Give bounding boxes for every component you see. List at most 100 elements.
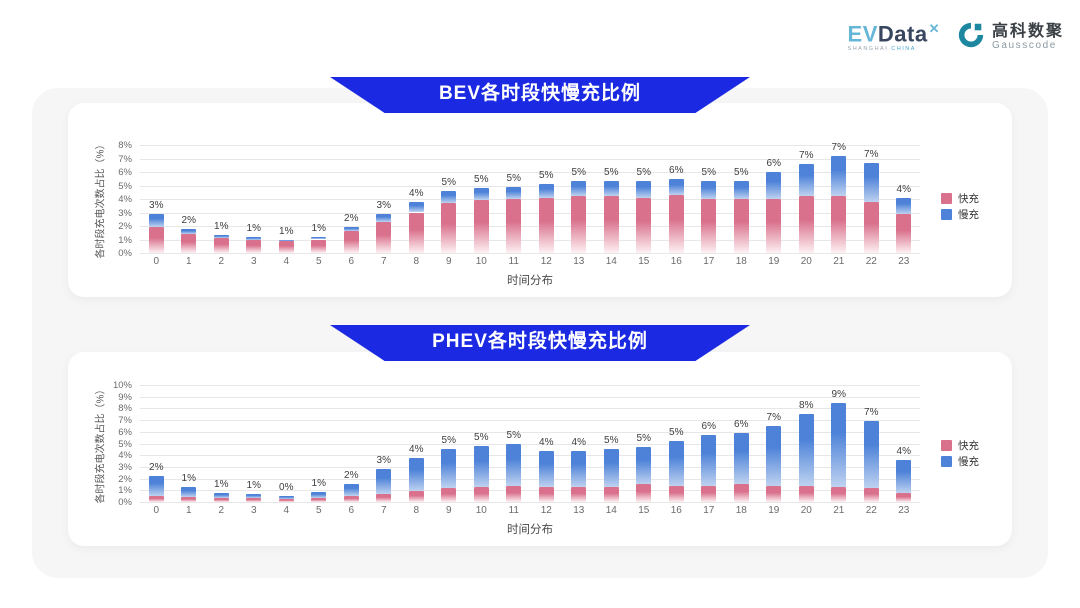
- y-axis-tick-label: 6%: [118, 426, 132, 438]
- phev-chart-card: 0% 1% 2% 3% 4% 5% 6% 7% 8% 9% 10% 各时段充电次数占比（%） 2% 0 1%…: [68, 352, 1012, 546]
- gridline: [140, 431, 920, 433]
- bar-segment-fast: [376, 493, 392, 502]
- y-axis-tick-label: 8%: [118, 403, 132, 415]
- x-axis-tick-label: 21: [833, 505, 845, 516]
- gridline: [140, 443, 920, 445]
- bar-segment-slow: [311, 236, 327, 240]
- y-axis-tick-label: 7%: [118, 153, 132, 165]
- bar-total-label: 2%: [344, 470, 359, 482]
- y-axis-tick-label: 2%: [118, 221, 132, 232]
- bar-total-label: 1%: [279, 225, 294, 237]
- phev-chart-title-banner: PHEV各时段快慢充比例: [330, 325, 750, 361]
- gridline: [140, 145, 920, 146]
- bar-segment-slow: [538, 184, 554, 198]
- bar-total-label: 1%: [311, 222, 326, 234]
- bar-segment-slow: [408, 457, 424, 492]
- y-axis-title: 各时段充电次数占比（%）: [95, 139, 107, 259]
- bar-segment-slow: [181, 487, 197, 498]
- bar-segment-slow: [896, 197, 912, 214]
- bar-total-label: 0%: [279, 482, 294, 494]
- x-axis-tick-label: 17: [703, 256, 715, 267]
- bar-total-label: 3%: [149, 199, 164, 211]
- bar-total-label: 5%: [701, 167, 716, 179]
- x-axis-tick-label: 3: [250, 505, 257, 516]
- gridline: [140, 455, 920, 457]
- bar-segment-slow: [246, 237, 262, 241]
- bar-segment-fast: [181, 234, 197, 253]
- y-axis-tick-label: 4%: [118, 450, 132, 462]
- bar-segment-fast: [603, 196, 619, 253]
- bar-segment-slow: [668, 178, 684, 195]
- x-axis-title: 时间分布: [507, 524, 553, 536]
- legend-swatch: [941, 456, 952, 467]
- bar-segment-fast: [603, 486, 619, 502]
- gridline: [140, 253, 920, 254]
- bar-total-label: 5%: [571, 167, 586, 179]
- bar-segment-slow: [408, 201, 424, 213]
- bar-total-label: 6%: [734, 418, 749, 430]
- gridline: [140, 199, 920, 200]
- x-axis-tick-label: 0: [153, 505, 160, 516]
- bar-segment-slow: [538, 450, 554, 487]
- x-axis-tick-label: 2: [218, 505, 225, 516]
- x-axis-tick-label: 15: [638, 256, 650, 267]
- bar-segment-slow: [831, 155, 847, 197]
- bar-segment-fast: [798, 196, 814, 253]
- bar-segment-fast: [148, 496, 164, 502]
- y-axis-tick-label: 1%: [118, 234, 132, 246]
- y-axis-tick-label: 7%: [118, 415, 132, 427]
- bar-total-label: 9%: [831, 388, 846, 400]
- bar-total-label: 2%: [344, 212, 359, 224]
- gridline: [140, 212, 920, 214]
- bar-total-label: 5%: [636, 167, 651, 179]
- x-axis-tick-label: 1: [185, 505, 192, 516]
- legend-swatch: [941, 440, 952, 451]
- bar-segment-slow: [376, 213, 392, 222]
- bar-total-label: 5%: [539, 170, 554, 182]
- x-axis-tick-label: 15: [638, 505, 650, 516]
- gridline: [140, 490, 920, 492]
- bar-total-label: 6%: [701, 421, 716, 433]
- bar-total-label: 5%: [604, 435, 619, 447]
- bar-segment-slow: [278, 239, 294, 241]
- legend-item-fast: 快充: [941, 191, 979, 206]
- bar-segment-fast: [701, 199, 717, 253]
- bar-segment-fast: [571, 196, 587, 253]
- evdata-tagline: SHANGHAI CHINA: [847, 46, 916, 53]
- legend-item-fast: 快充: [941, 438, 979, 453]
- x-axis-tick-label: 6: [348, 505, 355, 516]
- x-axis-tick-label: 4: [283, 256, 290, 267]
- bar-segment-fast: [343, 231, 359, 253]
- bar-total-label: 5%: [474, 174, 489, 186]
- x-axis-tick-label: 4: [283, 505, 290, 516]
- bar-segment-slow: [798, 414, 814, 486]
- bar-segment-slow: [603, 449, 619, 487]
- bar-segment-fast: [148, 227, 164, 253]
- x-axis-tick-label: 0: [153, 256, 160, 267]
- x-axis-tick-label: 20: [800, 505, 812, 516]
- bar-total-label: 1%: [246, 480, 261, 492]
- bar-segment-fast: [506, 199, 522, 253]
- bar-segment-slow: [571, 181, 587, 197]
- bar-total-label: 1%: [214, 478, 229, 490]
- legend-swatch: [941, 193, 952, 204]
- bar-segment-slow: [831, 402, 847, 487]
- bar-segment-fast: [863, 201, 879, 253]
- bar-total-label: 7%: [864, 148, 879, 160]
- bar-segment-fast: [538, 197, 554, 253]
- x-axis-tick-label: 2: [218, 256, 225, 267]
- y-axis-tick-label: 8%: [118, 140, 132, 151]
- bar-segment-slow: [506, 186, 522, 199]
- bar-total-label: 7%: [799, 149, 814, 161]
- bar-segment-slow: [246, 494, 262, 499]
- x-axis-tick-label: 9: [445, 505, 452, 516]
- bar-total-label: 1%: [181, 473, 196, 485]
- bar-segment-fast: [701, 485, 717, 502]
- bar-total-label: 5%: [734, 167, 749, 179]
- bar-total-label: 1%: [246, 223, 261, 235]
- gausscode-cn-name: 高科数聚: [991, 22, 1064, 40]
- legend-item-slow: 慢充: [941, 207, 979, 222]
- x-axis-tick-label: 14: [605, 505, 617, 516]
- x-axis-tick-label: 18: [735, 505, 747, 516]
